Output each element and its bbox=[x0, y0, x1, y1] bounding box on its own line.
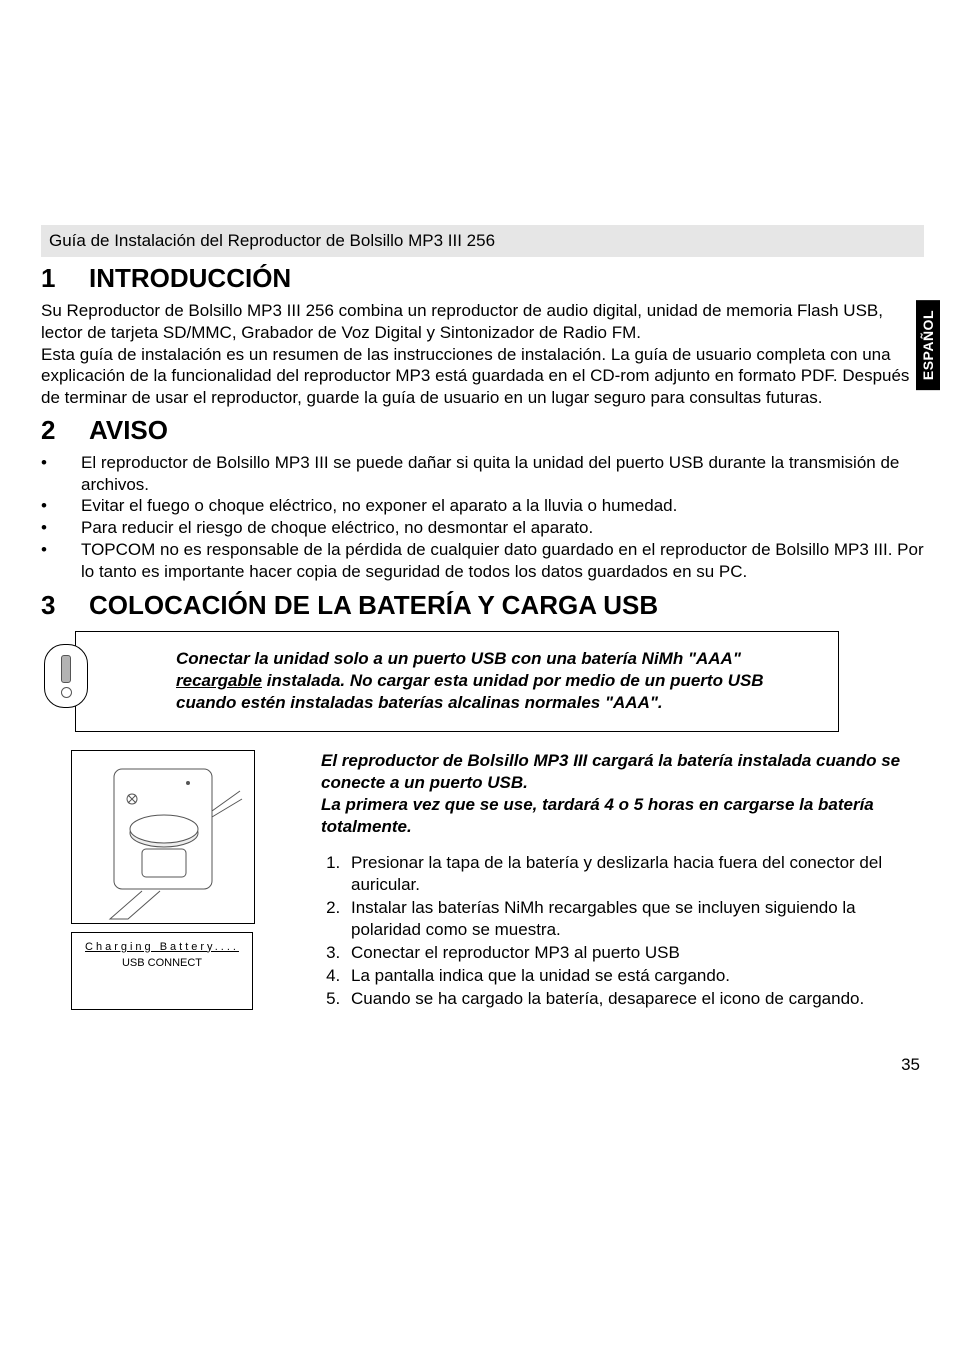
list-item: La pantalla indica que la unidad se está… bbox=[345, 965, 924, 987]
section-2-num: 2 bbox=[41, 415, 89, 446]
charge-row: Charging Battery.... USB CONNECT El repr… bbox=[41, 750, 924, 1012]
lcd-line-1: Charging Battery.... bbox=[78, 941, 246, 953]
exclamation-icon bbox=[44, 644, 88, 708]
section-3-heading: 3 COLOCACIÓN DE LA BATERÍA Y CARGA USB bbox=[41, 590, 924, 621]
section-1-heading: 1 INTRODUCCIÓN bbox=[41, 263, 924, 294]
language-tab: ESPAÑOL bbox=[916, 300, 940, 390]
section-1-num: 1 bbox=[41, 263, 89, 294]
section-2-heading: 2 AVISO bbox=[41, 415, 924, 446]
warning-post: instalada. No cargar esta unidad por med… bbox=[176, 671, 764, 712]
list-item: Presionar la tapa de la batería y desliz… bbox=[345, 852, 924, 896]
list-item: •TOPCOM no es responsable de la pérdida … bbox=[41, 539, 924, 583]
steps-list: Presionar la tapa de la batería y desliz… bbox=[321, 852, 924, 1011]
left-column: Charging Battery.... USB CONNECT bbox=[41, 750, 297, 1012]
lcd-line-2: USB CONNECT bbox=[78, 957, 246, 969]
section-1-body: Su Reproductor de Bolsillo MP3 III 256 c… bbox=[41, 300, 924, 409]
warning-underline: recargable bbox=[176, 671, 262, 690]
section-3-title: COLOCACIÓN DE LA BATERÍA Y CARGA USB bbox=[89, 590, 658, 621]
list-item: Instalar las baterías NiMh recargables q… bbox=[345, 897, 924, 941]
list-item: •Para reducir el riesgo de choque eléctr… bbox=[41, 517, 924, 539]
list-item: Cuando se ha cargado la batería, desapar… bbox=[345, 988, 924, 1010]
warning-text: Conectar la unidad solo a un puerto USB … bbox=[176, 648, 818, 714]
right-column: El reproductor de Bolsillo MP3 III carga… bbox=[297, 750, 924, 1012]
charge-intro: El reproductor de Bolsillo MP3 III carga… bbox=[321, 750, 924, 838]
page-number: 35 bbox=[901, 1055, 920, 1075]
list-item: •Evitar el fuego o choque eléctrico, no … bbox=[41, 495, 924, 517]
section-3-num: 3 bbox=[41, 590, 89, 621]
page: Guía de Instalación del Reproductor de B… bbox=[0, 0, 954, 1351]
section-1-title: INTRODUCCIÓN bbox=[89, 263, 291, 294]
warning-box: Conectar la unidad solo a un puerto USB … bbox=[75, 631, 839, 731]
section-2-list: •El reproductor de Bolsillo MP3 III se p… bbox=[41, 452, 924, 583]
list-item: Conectar el reproductor MP3 al puerto US… bbox=[345, 942, 924, 964]
device-illustration bbox=[71, 750, 255, 924]
doc-title-bar: Guía de Instalación del Reproductor de B… bbox=[41, 225, 924, 257]
list-item: •El reproductor de Bolsillo MP3 III se p… bbox=[41, 452, 924, 496]
doc-title: Guía de Instalación del Reproductor de B… bbox=[49, 231, 495, 250]
lcd-display: Charging Battery.... USB CONNECT bbox=[71, 932, 253, 1010]
section-2-title: AVISO bbox=[89, 415, 168, 446]
warning-pre: Conectar la unidad solo a un puerto USB … bbox=[176, 649, 741, 668]
